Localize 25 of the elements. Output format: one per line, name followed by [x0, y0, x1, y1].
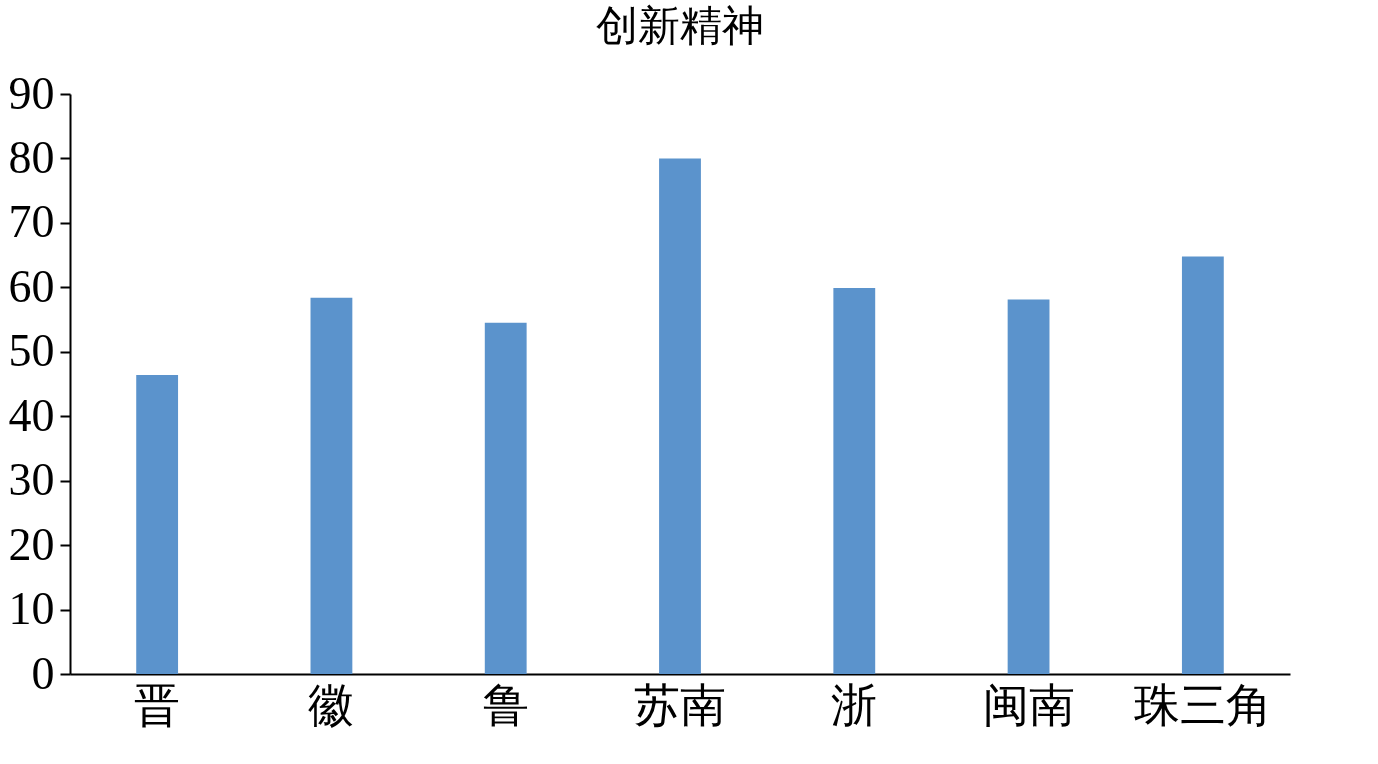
- y-tick-label: 20: [8, 518, 55, 570]
- y-tick-label: 40: [8, 389, 55, 441]
- y-tick-label: 0: [31, 647, 55, 699]
- x-tick-label: 苏南: [634, 677, 726, 732]
- y-tick-label: 30: [8, 454, 55, 506]
- x-tick-label: 珠三角: [1133, 677, 1272, 732]
- y-tick-label: 50: [8, 325, 55, 377]
- bar: [1007, 299, 1050, 674]
- chart-title: 创新精神: [596, 1, 764, 50]
- bar: [1181, 256, 1224, 674]
- bar: [659, 158, 701, 674]
- bar: [310, 297, 353, 674]
- x-tick-label: 徽: [308, 677, 355, 732]
- y-tick-label: 90: [8, 67, 55, 119]
- x-tick-label: 闽南: [982, 677, 1075, 732]
- bar: [136, 374, 179, 674]
- y-tick-label: 60: [8, 260, 55, 312]
- y-tick-label: 10: [8, 583, 55, 635]
- y-tick-label: 70: [8, 196, 55, 248]
- x-tick-label: 晋: [134, 677, 181, 732]
- bar: [484, 322, 527, 674]
- x-tick-label: 鲁: [482, 677, 529, 732]
- y-tick-label: 80: [8, 131, 55, 183]
- x-tick-label: 浙: [831, 677, 878, 732]
- bar: [833, 287, 876, 674]
